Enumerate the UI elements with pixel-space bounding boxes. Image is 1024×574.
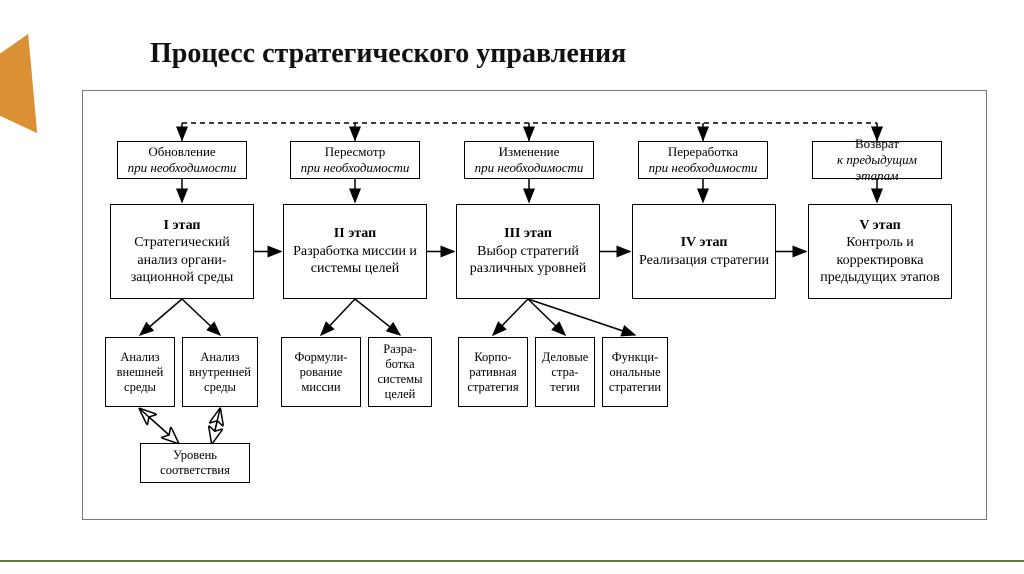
stage-number: III этап [504, 225, 552, 243]
stage-text: Контроль и корректировка предыдущих этап… [813, 234, 947, 287]
stage-number: IV этап [681, 234, 728, 252]
node-s1: I этапСтратегический анализ органи­зацио… [110, 204, 254, 299]
node-b2: Разра­ботка системы целей [368, 337, 432, 407]
node-c1: Корпо­ративная стра­тегия [458, 337, 528, 407]
node-fb3: Изменение при необходимости [464, 141, 594, 179]
stage-number: V этап [859, 217, 900, 235]
node-c3: Функци­ональ­ные стра­тегии [602, 337, 668, 407]
node-s5: V этапКонтроль и корректировка предыдущи… [808, 204, 952, 299]
stage-text: Выбор стратегий различных уровней [461, 243, 595, 278]
stage-text: Реализация стратегии [639, 252, 769, 270]
node-fb5: Возврат к преды­дущим этапам [812, 141, 942, 179]
node-lvl: Уровень соответствия [140, 443, 250, 483]
node-s2: II этапРазработка миссии и системы целей [283, 204, 427, 299]
stage-number: I этап [164, 217, 201, 235]
decor-line [0, 560, 1024, 562]
decor-triangle-icon [0, 13, 73, 133]
node-s3: III этапВыбор стратегий различных уровне… [456, 204, 600, 299]
diagram-frame: Обновление при необходимости Пересмотр пр… [82, 90, 987, 520]
stage-text: Стратегический анализ органи­зационной с… [115, 234, 249, 287]
stage-number: II этап [334, 225, 376, 243]
node-c2: Деловые стра­тегии [535, 337, 595, 407]
node-fb2: Пересмотр при необходимости [290, 141, 420, 179]
node-s4: IV этапРеализация стратегии [632, 204, 776, 299]
node-a1: Анализ внешней среды [105, 337, 175, 407]
node-a2: Анализ внутрен­ней среды [182, 337, 258, 407]
page-title: Процесс стратегического управления [150, 38, 626, 70]
stage-text: Разработка миссии и системы целей [288, 243, 422, 278]
node-fb4: Переработка при необходимости [638, 141, 768, 179]
node-fb1: Обновление при необходимости [117, 141, 247, 179]
node-b1: Формули­рование миссии [281, 337, 361, 407]
